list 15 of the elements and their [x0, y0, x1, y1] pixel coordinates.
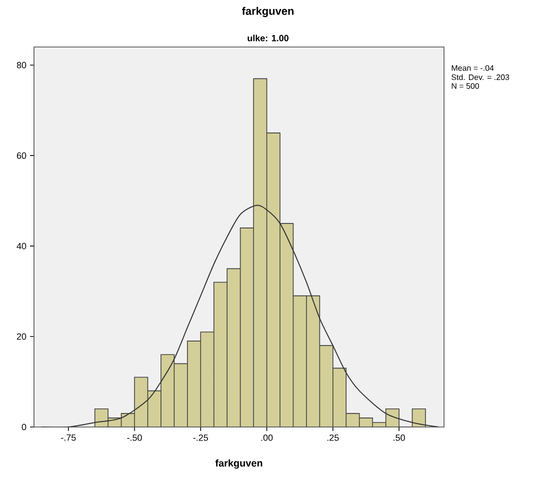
- x-tick-label: -.50: [127, 434, 142, 441]
- y-tick-label: 20: [16, 333, 26, 340]
- y-tick-label: 80: [16, 62, 26, 68]
- x-tick-label: -.25: [193, 434, 208, 441]
- x-tick-label: .00: [261, 434, 273, 441]
- x-tick-label: .50: [394, 434, 405, 441]
- y-tick-label: 60: [16, 152, 26, 159]
- chart-title: farkguven: [242, 6, 294, 18]
- x-tick-label: .25: [327, 434, 339, 441]
- x-axis-title: farkguven: [215, 459, 262, 469]
- y-tick-label: 0: [22, 424, 26, 430]
- line-series: [41, 204, 440, 427]
- chart-subtitle: ulke: 1.00: [248, 34, 288, 42]
- y-tick-label: 40: [16, 242, 26, 250]
- x-tick-label: -.75: [61, 434, 76, 441]
